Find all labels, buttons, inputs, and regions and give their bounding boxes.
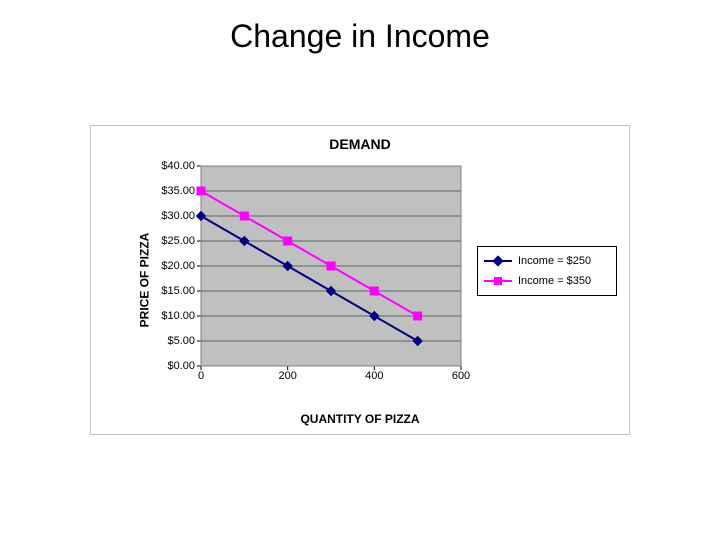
- y-axis-label: PRICE OF PIZZA: [137, 233, 151, 328]
- series-svg: [201, 166, 461, 366]
- y-tick-label: $10.00: [161, 310, 195, 322]
- y-tick-label: $35.00: [161, 185, 195, 197]
- square-marker-icon: [494, 277, 502, 285]
- legend-label: Income = $350: [518, 275, 591, 287]
- slide-title: Change in Income: [0, 18, 720, 55]
- plot-area: [201, 166, 461, 366]
- x-axis-label: QUANTITY OF PIZZA: [91, 412, 629, 426]
- x-tick-label: 600: [452, 370, 470, 382]
- x-tick-label: 0: [198, 370, 204, 382]
- x-tick-label: 400: [365, 370, 383, 382]
- legend-swatch: [484, 253, 512, 269]
- legend: Income = $250 Income = $350: [477, 246, 617, 296]
- legend-row: Income = $250: [484, 251, 610, 271]
- y-tick-label: $40.00: [161, 160, 195, 172]
- diamond-marker-icon: [492, 255, 503, 266]
- legend-swatch: [484, 273, 512, 289]
- y-tick-label: $15.00: [161, 285, 195, 297]
- y-tick-label: $5.00: [167, 335, 195, 347]
- legend-row: Income = $350: [484, 271, 610, 291]
- chart-container: DEMAND PRICE OF PIZZA QUANTITY OF PIZZA …: [90, 125, 630, 435]
- y-tick-label: $30.00: [161, 210, 195, 222]
- y-tick-label: $20.00: [161, 260, 195, 272]
- chart-title: DEMAND: [91, 136, 629, 152]
- legend-label: Income = $250: [518, 255, 591, 267]
- y-tick-label: $0.00: [167, 360, 195, 372]
- x-tick-label: 200: [278, 370, 296, 382]
- y-tick-label: $25.00: [161, 235, 195, 247]
